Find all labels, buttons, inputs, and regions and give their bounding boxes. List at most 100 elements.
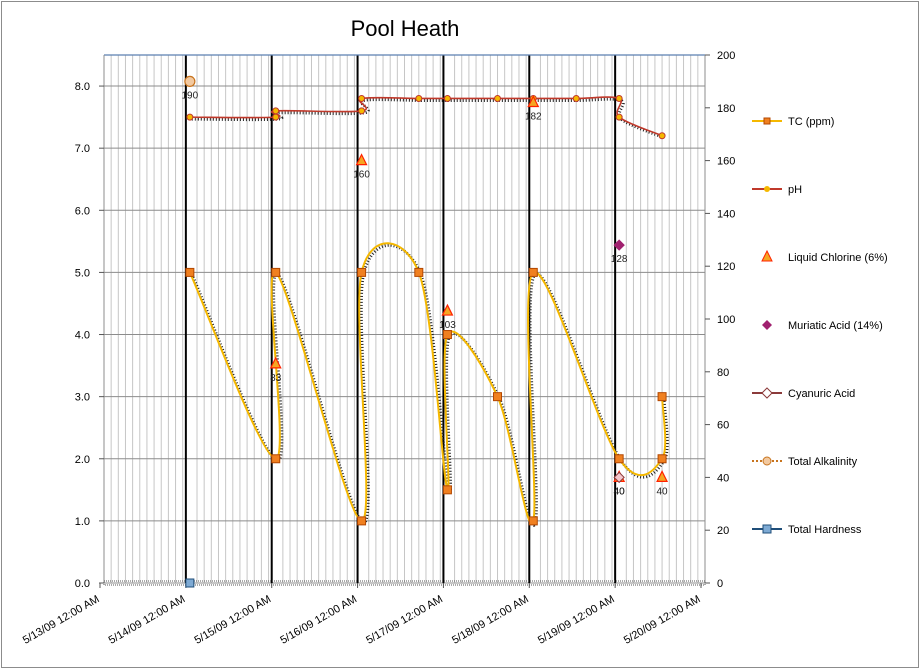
- data-point: [528, 267, 538, 277]
- data-label: 128: [611, 254, 628, 265]
- data-point: [656, 470, 669, 482]
- data-point: [186, 113, 194, 121]
- data-label: 190: [182, 90, 199, 101]
- data-point: [272, 113, 280, 121]
- data-point: [185, 578, 195, 588]
- y-left-tick-label: 0.0: [75, 578, 90, 590]
- legend-marker: [761, 249, 773, 262]
- y-left-tick-label: 8.0: [75, 81, 90, 93]
- y-left-tick-label: 1.0: [75, 516, 90, 528]
- y-right-tick-label: 200: [717, 50, 735, 62]
- data-point: [572, 94, 580, 102]
- legend-item: Cyanuric Acid: [752, 387, 855, 400]
- x-tick-label: 5/15/09 12:00 AM: [193, 593, 274, 647]
- y-right-tick-label: 0: [717, 578, 723, 590]
- legend-label: Total Alkalinity: [788, 456, 858, 468]
- data-point: [658, 132, 666, 140]
- data-label: 103: [439, 320, 456, 331]
- legend-item: Liquid Chlorine (6%): [761, 249, 888, 264]
- data-point: [358, 107, 366, 115]
- data-point: [184, 75, 196, 88]
- data-point: [357, 516, 367, 526]
- data-point: [613, 471, 625, 484]
- y-left-tick-label: 4.0: [75, 330, 90, 342]
- data-point: [271, 454, 281, 464]
- legend-marker: [762, 320, 772, 330]
- data-point: [613, 239, 625, 251]
- y-left-tick-label: 6.0: [75, 205, 90, 217]
- data-point: [493, 392, 503, 402]
- data-label: 40: [614, 486, 626, 497]
- y-right-tick-label: 180: [717, 103, 735, 115]
- series-layer: [184, 75, 669, 588]
- data-point: [528, 516, 538, 526]
- y-right-tick-label: 40: [717, 472, 729, 484]
- data-point: [414, 267, 424, 277]
- x-tick-label: 5/19/09 12:00 AM: [536, 593, 617, 647]
- data-point: [415, 94, 423, 102]
- legend-item: Total Alkalinity: [752, 456, 858, 468]
- legend-marker: [761, 387, 773, 399]
- y-left-tick-label: 3.0: [75, 392, 90, 404]
- data-point: [615, 94, 623, 102]
- legend-label: Total Hardness: [788, 524, 862, 536]
- data-point: [527, 95, 540, 108]
- y-right-tick-label: 160: [717, 156, 735, 168]
- legend-label: pH: [788, 184, 802, 196]
- data-point: [615, 113, 623, 121]
- data-label: 182: [525, 112, 542, 123]
- legend-item: Muriatic Acid (14%): [762, 320, 883, 332]
- legend-label: Cyanuric Acid: [788, 388, 855, 400]
- data-point: [358, 94, 366, 102]
- data-point: [443, 94, 451, 102]
- y-right-tick-label: 140: [717, 208, 735, 220]
- legend-marker: [762, 456, 772, 466]
- series-tc-ppm: [185, 242, 669, 527]
- series-ph: [186, 94, 666, 140]
- y-left-tick-label: 7.0: [75, 143, 90, 155]
- y-right-tick-label: 80: [717, 367, 729, 379]
- data-label: 40: [657, 486, 669, 497]
- x-tick-label: 5/14/09 12:00 AM: [107, 593, 188, 647]
- x-tick-label: 5/18/09 12:00 AM: [450, 593, 531, 647]
- data-point: [355, 153, 368, 166]
- x-tick-label: 5/13/09 12:00 AM: [21, 593, 102, 647]
- data-label: 83: [270, 373, 282, 384]
- data-point: [494, 94, 502, 102]
- y-right-tick-label: 120: [717, 261, 735, 273]
- data-point: [357, 267, 367, 277]
- series-total-hardness: [185, 578, 195, 588]
- y-right-tick-label: 20: [717, 525, 729, 537]
- data-point: [442, 485, 452, 495]
- gridlines: [104, 55, 705, 584]
- chart-title: Pool Heath: [351, 16, 460, 41]
- y-right-tick-label: 100: [717, 314, 735, 326]
- x-tick-label: 5/17/09 12:00 AM: [364, 593, 445, 647]
- data-point: [269, 356, 282, 369]
- series-total-alkalinity: [184, 75, 196, 88]
- legend-label: Liquid Chlorine (6%): [788, 252, 888, 264]
- data-point: [657, 392, 667, 402]
- data-label: 40: [614, 486, 626, 497]
- legend-label: TC (ppm): [788, 116, 834, 128]
- legend-label: Muriatic Acid (14%): [788, 320, 883, 332]
- data-point: [185, 267, 195, 277]
- series-cyanuric-acid: [613, 471, 625, 484]
- series-muriatic-acid-14: [613, 239, 625, 251]
- legend-item: TC (ppm): [752, 116, 834, 128]
- data-point: [442, 330, 452, 340]
- x-tick-label: 5/20/09 12:00 AM: [622, 593, 703, 647]
- data-point: [271, 267, 281, 277]
- data-point: [272, 107, 280, 115]
- legend-item: pH: [752, 184, 802, 196]
- y-right-tick-label: 60: [717, 420, 729, 432]
- legend: TC (ppm) pH Liquid Chlorine (6%) Muriatic A…: [752, 116, 888, 536]
- legend-marker: [764, 186, 770, 192]
- data-point: [441, 303, 454, 316]
- x-tick-label: 5/16/09 12:00 AM: [278, 593, 359, 647]
- legend-marker: [763, 117, 771, 125]
- y-left-tick-label: 5.0: [75, 267, 90, 279]
- data-point: [657, 454, 667, 464]
